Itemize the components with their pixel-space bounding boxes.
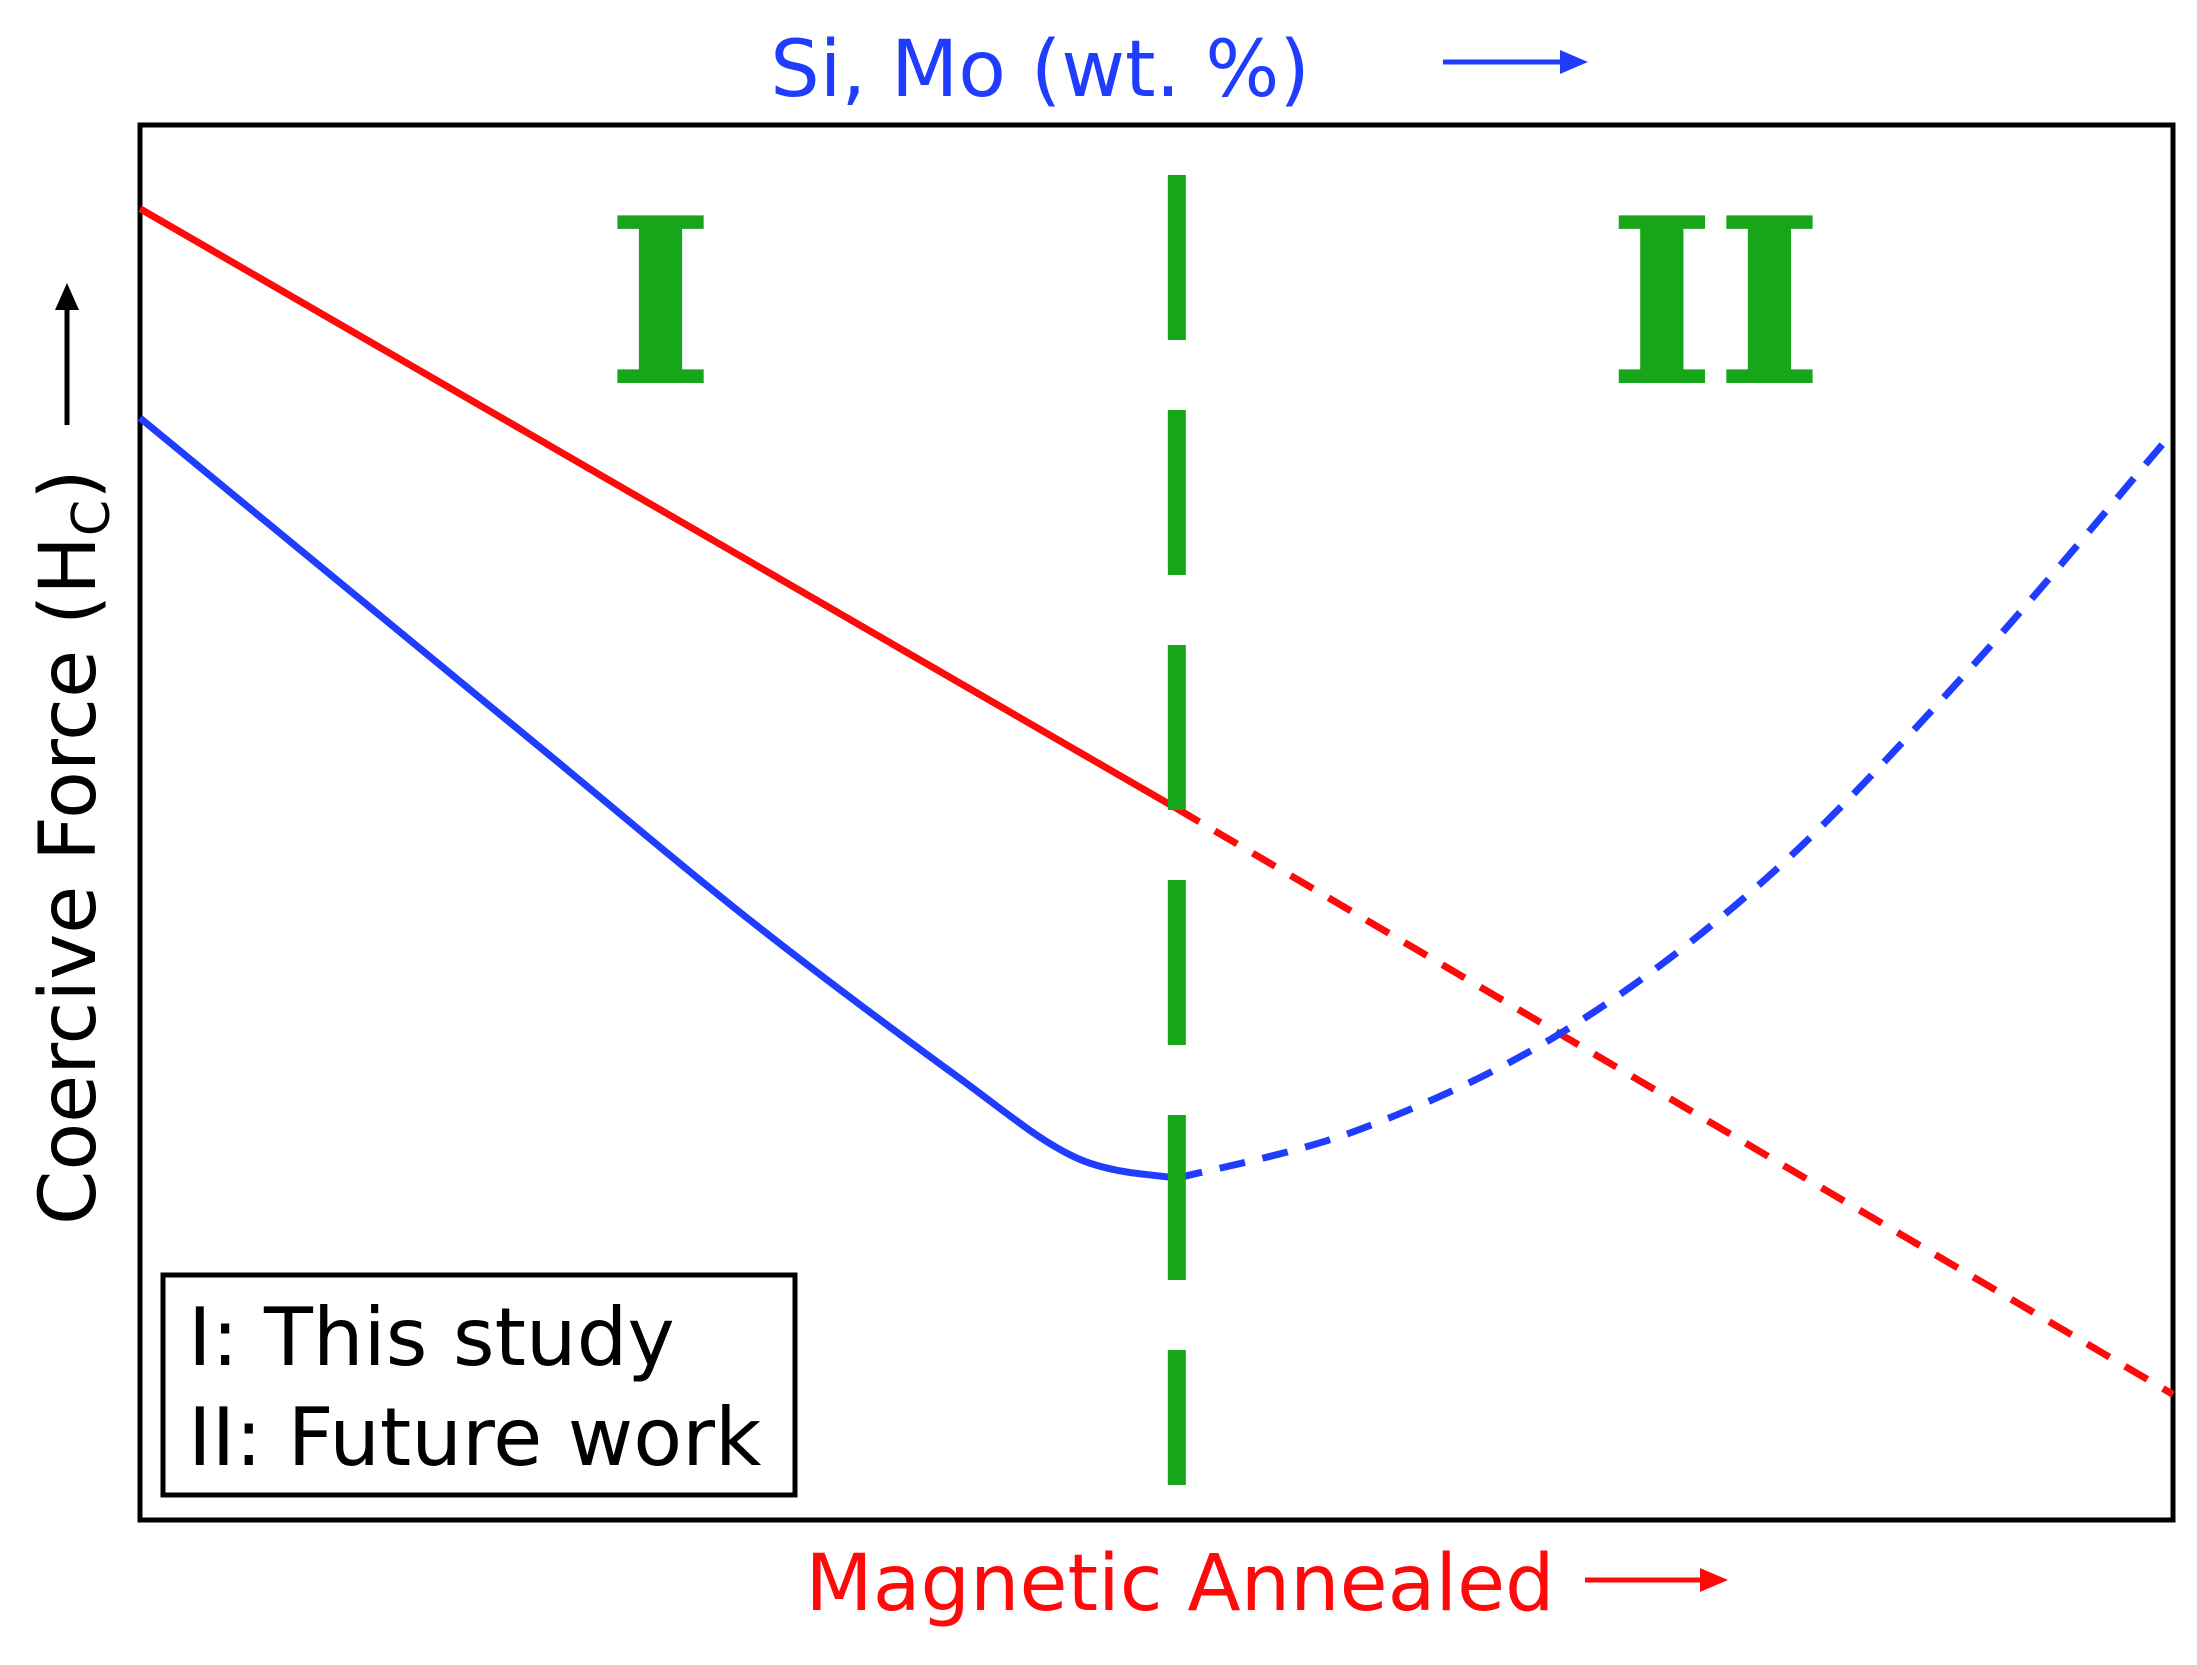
red-series-region-ii-line bbox=[1175, 805, 2175, 1398]
y-axis-label: Coercive Force (HC) bbox=[24, 469, 122, 1225]
region-label-ii: II bbox=[1608, 168, 1823, 438]
series-layer bbox=[137, 205, 2176, 1398]
legend-entry-i: I: This study bbox=[188, 1291, 675, 1384]
top-axis-arrow-head bbox=[1560, 50, 1588, 74]
y-axis-label-subscript: C bbox=[62, 500, 122, 536]
blue-series-region-i-line bbox=[137, 415, 1178, 1182]
blue-series-region-ii-line bbox=[1175, 429, 2176, 1182]
y-axis-label-main: Coercive Force (H bbox=[24, 536, 114, 1225]
x-axis-arrow-head bbox=[1700, 1568, 1728, 1592]
plot-frame bbox=[137, 122, 2176, 1523]
y-axis-arrow-head bbox=[55, 283, 79, 310]
legend-entry-ii: II: Future work bbox=[188, 1391, 762, 1484]
legend-box bbox=[160, 1272, 798, 1498]
region-label-i: I bbox=[607, 168, 715, 438]
red-series-region-i-line bbox=[138, 205, 1179, 812]
top-axis-label: Si, Mo (wt. %) bbox=[770, 25, 1310, 115]
y-axis-label-close: ) bbox=[24, 469, 114, 499]
x-axis-label: Magnetic Annealed bbox=[805, 1539, 1554, 1629]
